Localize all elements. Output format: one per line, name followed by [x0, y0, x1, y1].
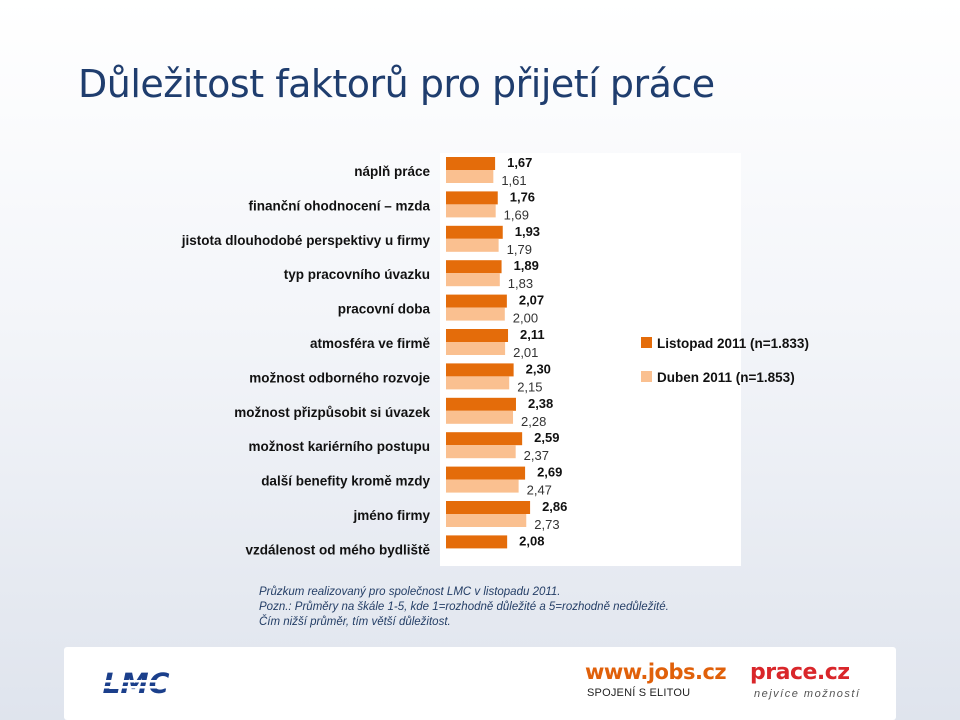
category-label: typ pracovního úvazku — [284, 267, 430, 282]
bar-listopad-2011 — [446, 191, 498, 205]
data-label-duben-2011: 2,73 — [534, 517, 559, 532]
category-label: možnost kariérního postupu — [248, 439, 430, 454]
data-label-listopad-2011: 1,76 — [510, 189, 535, 204]
prace-cz-tagline: nejvíce možností — [754, 688, 861, 700]
lmc-logo: LMC — [100, 668, 176, 698]
prace-cz-logo: prace.cz nejvíce možností — [750, 660, 880, 710]
bar-duben-2011 — [446, 238, 499, 252]
data-label-listopad-2011: 1,93 — [515, 224, 540, 239]
category-label: finanční ohodnocení – mzda — [248, 198, 430, 213]
data-label-duben-2011: 1,61 — [501, 173, 526, 188]
data-label-duben-2011: 2,01 — [513, 345, 538, 360]
bar-duben-2011 — [446, 273, 500, 287]
bar-listopad-2011 — [446, 157, 496, 170]
bar-listopad-2011 — [446, 466, 526, 480]
data-label-listopad-2011: 1,67 — [507, 155, 532, 170]
data-label-duben-2011: 1,83 — [508, 276, 533, 291]
data-label-duben-2011: 1,69 — [504, 207, 529, 222]
category-label: náplň práce — [354, 164, 430, 179]
lmc-logo-text: LMC — [100, 668, 172, 698]
bar-listopad-2011 — [446, 260, 502, 274]
category-label: další benefity kromě mzdy — [261, 474, 430, 489]
bar-duben-2011 — [446, 376, 510, 390]
data-label-listopad-2011: 2,08 — [519, 533, 544, 548]
bar-duben-2011 — [446, 342, 506, 355]
category-label: možnost přizpůsobit si úvazek — [234, 405, 430, 420]
legend-swatch — [641, 371, 652, 382]
bar-listopad-2011 — [446, 294, 507, 308]
jobs-cz-logo: www.jobs.cz SPOJENÍ S ELITOU — [585, 660, 727, 710]
bar-listopad-2011 — [446, 432, 523, 446]
data-label-listopad-2011: 2,69 — [537, 465, 562, 480]
category-label: možnost odborného rozvoje — [249, 370, 430, 385]
bar-chart: náplň práce 1,67 1,61 finanční ohodnocení –… — [180, 153, 809, 566]
category-label: jistota dlouhodobé perspektivy u firmy — [181, 233, 431, 248]
data-label-duben-2011: 1,79 — [507, 242, 532, 257]
bar-duben-2011 — [446, 479, 519, 493]
bar-duben-2011 — [446, 307, 505, 321]
category-label: jméno firmy — [352, 508, 430, 523]
plot-area-background — [440, 153, 741, 566]
data-label-listopad-2011: 2,11 — [520, 327, 545, 342]
note-line-interpretation: Čím nižší průměr, tím větší důležitost. — [259, 616, 451, 628]
legend-swatch — [641, 337, 652, 348]
bar-listopad-2011 — [446, 225, 503, 239]
bar-duben-2011 — [446, 410, 514, 424]
jobs-cz-wordmark: www.jobs.cz — [585, 660, 727, 684]
data-label-duben-2011: 2,37 — [524, 448, 549, 463]
category-label: pracovní doba — [338, 302, 431, 317]
slide-title: Důležitost faktorů pro přijetí práce — [78, 62, 715, 106]
data-label-listopad-2011: 2,59 — [534, 430, 559, 445]
bar-listopad-2011 — [446, 535, 508, 549]
legend-label: Duben 2011 (n=1.853) — [657, 370, 795, 385]
data-label-listopad-2011: 2,86 — [542, 499, 567, 514]
legend-label: Listopad 2011 (n=1.833) — [657, 336, 809, 351]
bar-duben-2011 — [446, 204, 496, 218]
logo-bar — [64, 647, 896, 720]
data-label-listopad-2011: 2,38 — [528, 396, 553, 411]
bar-duben-2011 — [446, 514, 527, 527]
jobs-cz-tagline: SPOJENÍ S ELITOU — [587, 687, 691, 699]
prace-cz-wordmark: prace.cz — [750, 660, 850, 685]
category-label: vzdálenost od mého bydliště — [245, 542, 430, 557]
note-line-survey: Průzkum realizovaný pro společnost LMC v… — [259, 586, 561, 598]
data-label-listopad-2011: 2,30 — [526, 361, 551, 376]
note-line-scale: Pozn.: Průměry na škále 1-5, kde 1=rozho… — [259, 601, 669, 613]
survey-notes: Průzkum realizovaný pro společnost LMC v… — [259, 585, 949, 630]
data-label-listopad-2011: 2,07 — [519, 293, 544, 308]
data-label-duben-2011: 2,00 — [513, 311, 538, 326]
data-label-listopad-2011: 1,89 — [514, 258, 539, 273]
category-label: atmosféra ve firmě — [310, 336, 431, 351]
bar-listopad-2011 — [446, 397, 516, 411]
data-label-duben-2011: 2,15 — [517, 379, 542, 394]
bar-listopad-2011 — [446, 501, 531, 514]
bar-listopad-2011 — [446, 329, 509, 342]
bar-duben-2011 — [446, 170, 494, 183]
bar-duben-2011 — [446, 445, 516, 459]
data-label-duben-2011: 2,28 — [521, 414, 546, 429]
data-label-duben-2011: 2,47 — [527, 483, 552, 498]
bar-listopad-2011 — [446, 363, 514, 377]
